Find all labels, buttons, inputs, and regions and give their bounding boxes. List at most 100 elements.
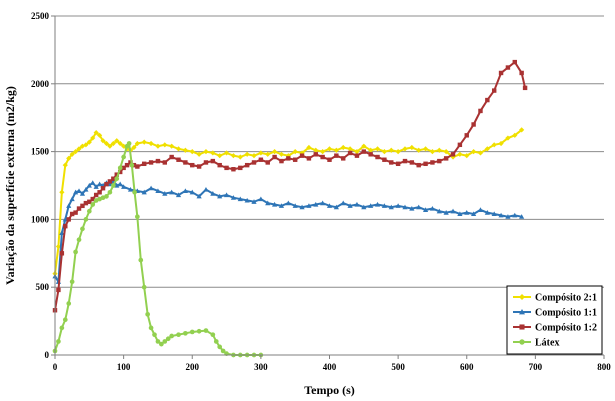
data-point <box>90 180 96 185</box>
x-tick-label: 0 <box>53 362 58 372</box>
data-point <box>347 146 353 152</box>
data-point <box>512 59 517 65</box>
data-point <box>388 204 394 210</box>
data-point <box>306 156 312 161</box>
data-point <box>505 65 511 70</box>
data-point <box>93 130 99 136</box>
grid <box>55 15 604 288</box>
x-tick-label: 400 <box>323 362 337 372</box>
data-point <box>457 142 463 148</box>
data-point <box>121 143 127 149</box>
data-point <box>80 226 85 232</box>
data-point <box>86 208 92 214</box>
data-point <box>126 141 132 146</box>
data-point <box>141 189 147 195</box>
data-point <box>477 207 484 212</box>
data-point <box>59 251 65 256</box>
data-point <box>62 162 68 168</box>
data-point <box>59 230 65 236</box>
data-point <box>59 325 65 331</box>
data-point <box>258 196 264 202</box>
data-point <box>519 294 525 300</box>
data-point <box>464 153 470 159</box>
data-point <box>97 132 103 138</box>
data-point <box>86 139 92 145</box>
data-point <box>389 160 394 165</box>
data-point <box>450 208 456 214</box>
data-point <box>320 154 325 160</box>
data-point <box>238 165 243 171</box>
data-point <box>402 146 408 152</box>
data-point <box>107 143 113 149</box>
data-point <box>69 196 75 202</box>
data-point <box>117 181 123 187</box>
data-point <box>278 151 285 157</box>
data-point <box>230 195 237 200</box>
legend-item: Compósito 1:1 <box>513 308 597 319</box>
data-point <box>333 204 339 210</box>
data-point <box>128 160 133 165</box>
data-point <box>347 203 353 208</box>
data-point <box>471 211 477 217</box>
data-point <box>519 214 525 219</box>
data-point <box>121 184 127 189</box>
data-point <box>176 157 181 162</box>
data-point <box>223 192 230 198</box>
data-point <box>59 189 65 195</box>
data-point <box>135 164 140 169</box>
data-point <box>498 70 504 76</box>
data-point <box>87 199 92 204</box>
data-point <box>97 190 102 195</box>
data-point <box>135 214 140 220</box>
data-point <box>134 140 140 147</box>
data-point <box>244 162 250 168</box>
data-point <box>512 132 518 138</box>
data-point <box>117 169 123 175</box>
data-point <box>127 186 134 192</box>
legend-label: Compósito 1:1 <box>535 308 597 319</box>
series-layer <box>52 59 528 358</box>
data-point <box>175 146 182 152</box>
data-point <box>56 339 61 344</box>
data-point <box>471 149 477 155</box>
data-point <box>505 135 511 141</box>
data-point <box>519 309 525 315</box>
data-point <box>66 155 72 161</box>
data-point <box>237 154 243 160</box>
data-point <box>196 193 202 199</box>
data-point <box>93 184 99 189</box>
data-point <box>409 160 415 165</box>
y-tick-label: 2500 <box>31 11 50 21</box>
data-point <box>103 140 110 147</box>
data-point <box>402 204 408 210</box>
y-axis-label: Variação da superfície externa (m2/kg) <box>3 86 17 285</box>
data-point <box>72 149 79 155</box>
data-point <box>114 138 120 144</box>
data-point <box>69 279 75 285</box>
data-point <box>66 203 72 208</box>
data-point <box>190 162 195 168</box>
data-point <box>169 189 175 195</box>
x-axis-label: Tempo (s) <box>304 383 355 397</box>
data-point <box>375 154 380 160</box>
data-point <box>76 206 82 211</box>
data-point <box>100 138 106 144</box>
data-point <box>422 207 429 212</box>
data-point <box>361 204 367 210</box>
data-point <box>272 154 277 160</box>
data-point <box>279 158 284 164</box>
series-2 <box>52 59 528 313</box>
x-tick-label: 200 <box>186 362 200 372</box>
data-point <box>347 150 353 156</box>
data-point <box>90 202 96 207</box>
data-point <box>165 336 171 342</box>
data-point <box>340 144 346 151</box>
data-point <box>457 211 463 217</box>
data-point <box>223 150 230 156</box>
data-point <box>107 179 113 184</box>
data-point <box>299 204 305 210</box>
data-point <box>169 143 175 149</box>
data-point <box>464 210 470 215</box>
data-point <box>429 205 436 211</box>
data-point <box>76 237 82 243</box>
